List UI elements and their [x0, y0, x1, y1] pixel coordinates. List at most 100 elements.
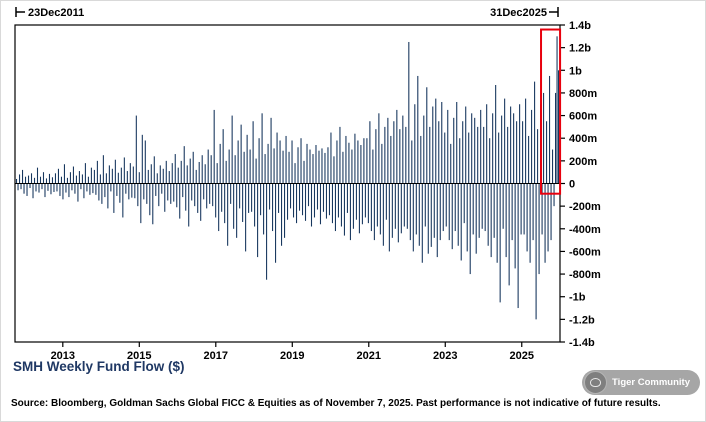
flow-bar: [209, 183, 211, 204]
flow-bar: [86, 183, 88, 192]
flow-bar: [114, 159, 116, 184]
flow-bar: [403, 183, 405, 227]
flow-bar: [101, 183, 103, 204]
flow-bar: [215, 183, 217, 218]
y-tick-label: -800m: [569, 269, 601, 281]
flow-bar: [474, 117, 476, 184]
flow-bar: [328, 183, 331, 216]
flow-bar: [298, 183, 301, 211]
flow-bar: [439, 183, 441, 241]
flow-bar: [50, 183, 52, 195]
flow-bar: [141, 134, 143, 184]
flow-bar: [373, 183, 375, 241]
plot-layer: 1.4b 1.2b 1b 800m 600m 400m 200m 0 -200m -400m -60…: [14, 20, 601, 362]
flow-bar: [532, 183, 534, 241]
flow-bar: [26, 183, 28, 196]
flow-bar: [39, 176, 42, 184]
flow-bar: [173, 183, 175, 202]
flow-bar: [447, 109, 449, 184]
flow-bar: [406, 183, 408, 229]
flow-bar: [36, 167, 39, 184]
chart-title: SMH Weekly Fund Flow ($): [13, 359, 185, 374]
flow-bar: [62, 183, 64, 200]
flow-bar: [242, 183, 244, 222]
flow-bar: [270, 117, 272, 184]
flow-bar: [466, 183, 468, 252]
flow-bar: [186, 165, 188, 184]
flow-bar: [535, 183, 537, 320]
flow-bar: [89, 183, 91, 195]
flow-bar: [496, 183, 498, 263]
flow-bar: [41, 183, 43, 190]
flow-bar: [74, 183, 76, 194]
flow-bar: [93, 169, 95, 184]
flow-bar: [165, 160, 167, 184]
flow-bar: [327, 147, 329, 184]
flow-bar: [312, 154, 314, 184]
flow-bar: [433, 183, 435, 238]
flow-bar: [511, 183, 513, 241]
flow-bar: [30, 173, 33, 184]
x-tick-label: 2015: [127, 350, 151, 362]
flow-bar: [351, 149, 353, 184]
flow-bar: [529, 183, 531, 263]
flow-bar: [80, 183, 82, 190]
flow-bar: [167, 183, 169, 201]
flow-bar: [390, 135, 392, 184]
y-tick-label: 1b: [569, 65, 582, 77]
flow-bar: [213, 109, 215, 184]
flow-bar: [448, 183, 450, 241]
flow-bar: [144, 140, 146, 184]
flow-bar: [472, 183, 474, 235]
flow-bar: [543, 92, 545, 184]
flow-bar: [204, 164, 206, 184]
flow-bar: [126, 171, 128, 184]
flow-bar: [429, 126, 431, 184]
flow-bar: [297, 147, 299, 184]
flow-bar: [281, 183, 283, 246]
flow-bar: [426, 87, 428, 184]
flow-bar: [102, 155, 104, 184]
flow-bar: [56, 183, 58, 192]
y-tick-label: -200m: [569, 201, 601, 213]
flow-bar: [363, 138, 365, 184]
flow-bar: [18, 174, 21, 184]
flow-bar: [444, 132, 446, 184]
flow-bar: [224, 183, 226, 224]
flow-bar: [484, 183, 486, 232]
flow-bar: [117, 172, 119, 184]
flow-bar: [245, 183, 247, 252]
flow-bar: [339, 126, 341, 184]
flow-bar: [261, 113, 263, 184]
flow-bar: [273, 148, 275, 184]
flow-bar: [225, 160, 227, 184]
flow-bar: [492, 113, 494, 184]
flow-bar: [321, 148, 323, 184]
flow-bar: [21, 169, 24, 184]
flow-bar: [408, 41, 410, 184]
flow-bar: [528, 135, 530, 184]
flow-bar: [318, 150, 320, 184]
flow-bar: [385, 183, 387, 220]
flow-bar: [435, 98, 437, 184]
flow-bar: [236, 183, 238, 238]
flow-bar: [272, 183, 274, 232]
flow-bar: [534, 81, 536, 184]
flow-bar: [501, 115, 503, 184]
flow-bar: [468, 132, 470, 184]
flow-bar: [538, 183, 540, 275]
flow-bar: [420, 135, 422, 184]
source-attribution: Source: Bloomberg, Goldman Sachs Global …: [11, 398, 661, 409]
flow-bar: [379, 183, 381, 235]
flow-bar: [143, 183, 145, 200]
flow-bar: [334, 183, 336, 232]
y-tick-label: -1.4b: [569, 337, 595, 349]
flow-bar: [279, 140, 281, 184]
x-tick-label: 2021: [357, 350, 381, 362]
flow-bar: [219, 143, 221, 184]
highlight-box: [540, 28, 562, 195]
flow-bar: [381, 143, 383, 184]
flow-bar: [354, 133, 356, 184]
flow-bar: [146, 183, 148, 204]
flow-bar: [176, 183, 178, 208]
